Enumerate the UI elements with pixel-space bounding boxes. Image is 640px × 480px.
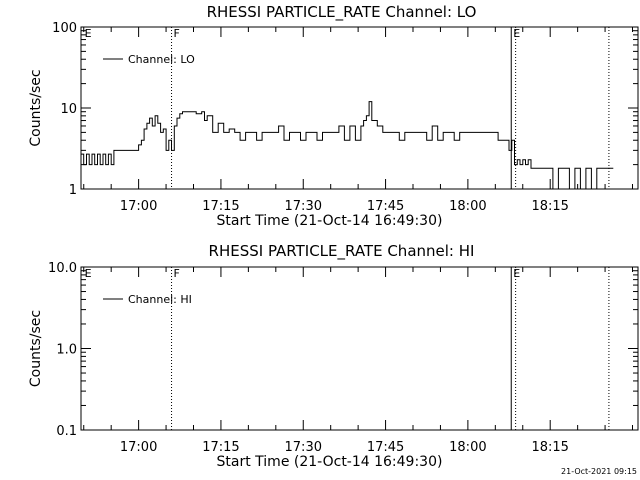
flag-label: E [513, 267, 520, 280]
series-line [81, 101, 614, 190]
x-tick-label: 17:15 [202, 199, 239, 214]
flag-label: F [174, 27, 180, 40]
flag-label: E [513, 27, 520, 40]
x-tick-label: 17:00 [120, 199, 157, 214]
flag-label: E [85, 27, 92, 40]
chart-title: RHESSI PARTICLE_RATE Channel: LO [207, 3, 477, 22]
legend-label: Channel: HI [128, 293, 192, 306]
x-axis-label: Start Time (21-Oct-14 16:49:30) [217, 213, 443, 229]
x-tick-label: 17:30 [285, 199, 322, 214]
y-tick-label: 100 [52, 21, 77, 36]
x-tick-label: 17:30 [285, 440, 322, 455]
x-tick-label: 18:00 [449, 199, 486, 214]
flag-label: E [85, 267, 92, 280]
flag-label: F [174, 267, 180, 280]
y-tick-label: 1.0 [56, 343, 77, 358]
y-axis-label: Counts/sec [28, 69, 44, 146]
x-tick-label: 18:15 [531, 440, 568, 455]
x-tick-label: 17:00 [120, 440, 157, 455]
y-tick-label: 10 [60, 102, 77, 117]
x-axis-label: Start Time (21-Oct-14 16:49:30) [217, 454, 443, 470]
x-tick-label: 17:45 [367, 440, 404, 455]
chart-title: RHESSI PARTICLE_RATE Channel: HI [209, 242, 475, 261]
timestamp-label: 21-Oct-2021 09:15 [561, 467, 637, 476]
x-tick-label: 17:15 [202, 440, 239, 455]
y-tick-label: 10.0 [48, 261, 77, 276]
plot-frame [80, 266, 639, 431]
y-axis-label: Counts/sec [28, 310, 44, 387]
plot-frame [80, 26, 639, 190]
x-tick-label: 18:15 [531, 199, 568, 214]
y-tick-label: 1 [69, 183, 77, 198]
x-tick-label: 17:45 [367, 199, 404, 214]
legend-label: Channel: LO [128, 53, 195, 66]
x-tick-label: 18:00 [449, 440, 486, 455]
y-tick-label: 0.1 [56, 424, 77, 439]
